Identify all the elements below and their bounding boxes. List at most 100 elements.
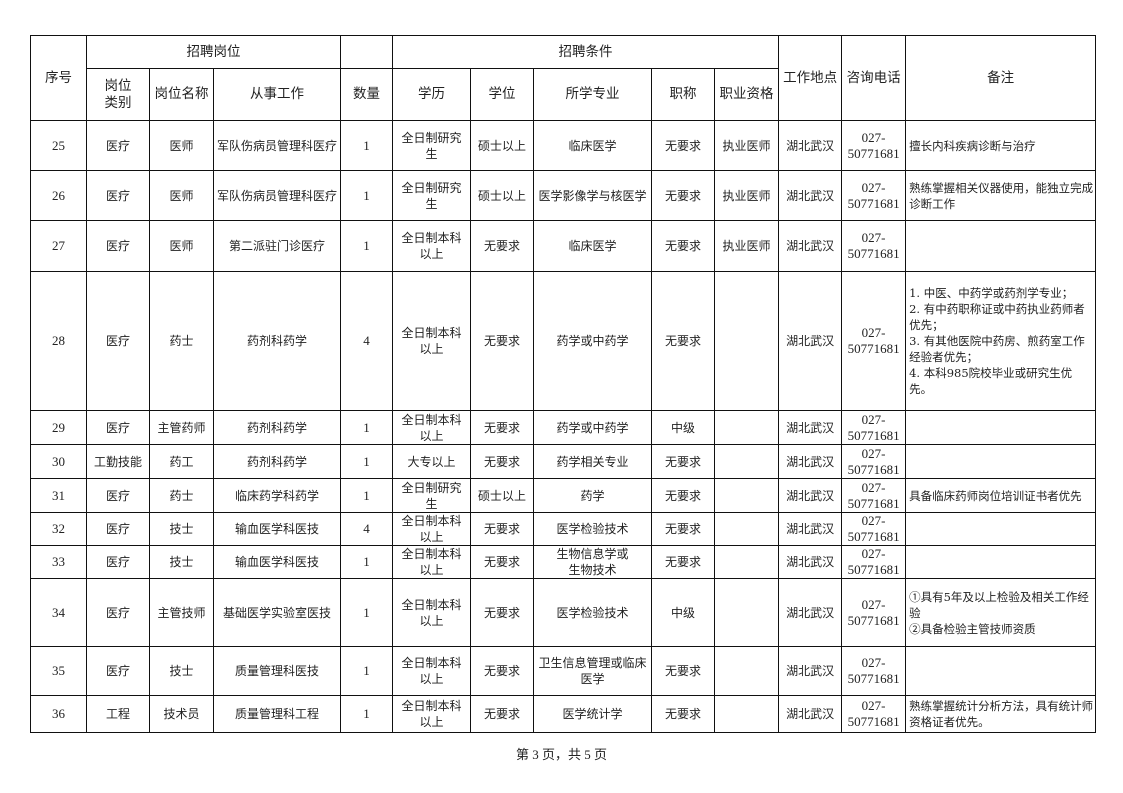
cell-remarks: 具备临床药师岗位培训证书者优先	[905, 478, 1097, 513]
cell-remarks	[905, 512, 1097, 546]
cell-education: 全日制本科以上	[392, 512, 472, 546]
cell-remarks	[905, 545, 1097, 579]
cell-degree: 无要求	[470, 578, 535, 647]
cell-phone: 027-50771681	[841, 444, 907, 479]
cell-education: 全日制本科以上	[392, 410, 472, 445]
cell-category: 医疗	[86, 478, 150, 513]
cell-title: 无要求	[651, 646, 716, 696]
cell-location: 湖北武汉	[778, 271, 843, 411]
cell-remarks: ①具有5年及以上检验及相关工作经验 ②具备检验主管技师资质	[905, 578, 1097, 647]
cell-work: 第二派驻门诊医疗	[212, 220, 342, 272]
cell-location: 湖北武汉	[778, 220, 843, 272]
cell-remarks: 熟练掌握相关仪器使用，能独立完成诊断工作	[905, 170, 1097, 221]
cell-location: 湖北武汉	[778, 695, 843, 733]
cell-seq: 34	[30, 578, 87, 647]
cell-education: 全日制研究生	[392, 478, 472, 513]
cell-phone: 027-50771681	[841, 512, 907, 546]
cell-degree: 硕士以上	[470, 478, 535, 513]
cell-count: 1	[340, 578, 394, 647]
cell-work: 临床药学科药学	[212, 478, 342, 513]
table-body: 25 医疗 医师 军队伤病员管理科医疗 1 全日制研究生 硕士以上 临床医学 无要求 执业医师 湖北…	[30, 120, 1097, 733]
table-row: 34 医疗 主管技师 基础医学实验室医技 1 全日制本科以上 无要求 医学检验技术 中级 湖北武汉…	[30, 578, 1097, 647]
cell-title: 无要求	[651, 220, 716, 272]
cell-location: 湖北武汉	[778, 478, 843, 513]
cell-qualification	[714, 478, 780, 513]
table-row: 28 医疗 药士 药剂科药学 4 全日制本科以上 无要求 药学或中药学 无要求 湖北武汉 027-5…	[30, 271, 1097, 411]
cell-major: 卫生信息管理或临床医学	[533, 646, 653, 696]
cell-qualification: 执业医师	[714, 120, 780, 171]
cell-count: 1	[340, 220, 394, 272]
cell-location: 湖北武汉	[778, 578, 843, 647]
header-education: 学历	[392, 68, 472, 121]
cell-work: 药剂科药学	[212, 410, 342, 445]
cell-category: 医疗	[86, 410, 150, 445]
cell-phone: 027-50771681	[841, 478, 907, 513]
cell-position-name: 技士	[149, 512, 214, 546]
cell-education: 全日制本科以上	[392, 545, 472, 579]
cell-phone: 027-50771681	[841, 695, 907, 733]
cell-position-name: 技士	[149, 545, 214, 579]
cell-phone: 027-50771681	[841, 120, 907, 171]
cell-qualification	[714, 444, 780, 479]
cell-position-name: 药士	[149, 478, 214, 513]
cell-position-name: 药士	[149, 271, 214, 411]
cell-qualification	[714, 410, 780, 445]
cell-major: 药学或中药学	[533, 271, 653, 411]
cell-qualification: 执业医师	[714, 220, 780, 272]
header-location: 工作地点	[778, 35, 843, 121]
cell-remarks	[905, 220, 1097, 272]
cell-education: 全日制本科以上	[392, 646, 472, 696]
cell-remarks: 擅长内科疾病诊断与治疗	[905, 120, 1097, 171]
cell-degree: 无要求	[470, 695, 535, 733]
cell-category: 医疗	[86, 170, 150, 221]
cell-remarks: 1. 中医、中药学或药剂学专业； 2. 有中药职称证或中药执业药师者优先； 3.…	[905, 271, 1097, 411]
cell-seq: 30	[30, 444, 87, 479]
cell-qualification	[714, 695, 780, 733]
cell-category: 医疗	[86, 578, 150, 647]
header-group-position: 招聘岗位	[85, 35, 342, 69]
cell-work: 质量管理科医技	[212, 646, 342, 696]
cell-work: 输血医学科医技	[212, 545, 342, 579]
cell-major: 药学相关专业	[533, 444, 653, 479]
cell-position-name: 技士	[149, 646, 214, 696]
cell-degree: 无要求	[470, 220, 535, 272]
table-row: 29 医疗 主管药师 药剂科药学 1 全日制本科以上 无要求 药学或中药学 中级 湖北武汉 027-…	[30, 410, 1097, 445]
cell-count: 4	[340, 271, 394, 411]
cell-seq: 31	[30, 478, 87, 513]
cell-seq: 26	[30, 170, 87, 221]
cell-remarks	[905, 444, 1097, 479]
header-degree: 学位	[470, 68, 535, 121]
cell-category: 工程	[86, 695, 150, 733]
header-position-name: 岗位名称	[149, 68, 214, 121]
cell-title: 无要求	[651, 512, 716, 546]
header-phone: 咨询电话	[841, 35, 907, 121]
cell-phone: 027-50771681	[841, 170, 907, 221]
cell-phone: 027-50771681	[841, 410, 907, 445]
header-title: 职称	[651, 68, 716, 121]
cell-qualification	[714, 512, 780, 546]
cell-location: 湖北武汉	[778, 545, 843, 579]
cell-seq: 35	[30, 646, 87, 696]
cell-seq: 29	[30, 410, 87, 445]
cell-category: 医疗	[86, 220, 150, 272]
cell-phone: 027-50771681	[841, 545, 907, 579]
cell-degree: 无要求	[470, 410, 535, 445]
cell-count: 1	[340, 646, 394, 696]
cell-degree: 无要求	[470, 271, 535, 411]
cell-count: 1	[340, 695, 394, 733]
cell-category: 医疗	[86, 545, 150, 579]
cell-major: 医学统计学	[533, 695, 653, 733]
cell-phone: 027-50771681	[841, 646, 907, 696]
cell-major: 医学检验技术	[533, 512, 653, 546]
cell-title: 无要求	[651, 444, 716, 479]
page-footer: 第 3 页，共 5 页	[515, 747, 607, 762]
cell-title: 无要求	[651, 120, 716, 171]
table-row: 36 工程 技术员 质量管理科工程 1 全日制本科以上 无要求 医学统计学 无要求 湖北武汉 027…	[30, 695, 1097, 733]
cell-title: 无要求	[651, 478, 716, 513]
cell-category: 医疗	[86, 271, 150, 411]
cell-seq: 32	[30, 512, 87, 546]
table-row: 33 医疗 技士 输血医学科医技 1 全日制本科以上 无要求 生物信息学或 生物技术 无要求 湖北…	[30, 545, 1097, 579]
cell-location: 湖北武汉	[778, 120, 843, 171]
table-row: 27 医疗 医师 第二派驻门诊医疗 1 全日制本科以上 无要求 临床医学 无要求 执业医师 湖北武汉…	[30, 220, 1097, 272]
cell-degree: 无要求	[470, 512, 535, 546]
